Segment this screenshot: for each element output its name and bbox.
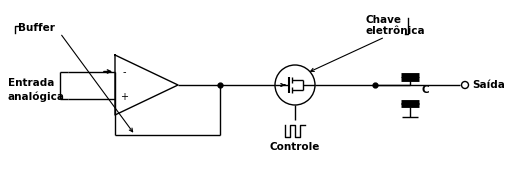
Text: -: - [122,68,126,77]
Text: Controle: Controle [270,142,320,152]
Text: Entrada
analógica: Entrada analógica [8,78,65,102]
Text: Saída: Saída [472,80,505,90]
Text: Chave: Chave [365,15,401,25]
Text: eletrônica: eletrônica [365,26,425,36]
Text: +: + [120,93,128,102]
Text: C: C [422,85,430,95]
Text: Buffer: Buffer [18,23,55,33]
